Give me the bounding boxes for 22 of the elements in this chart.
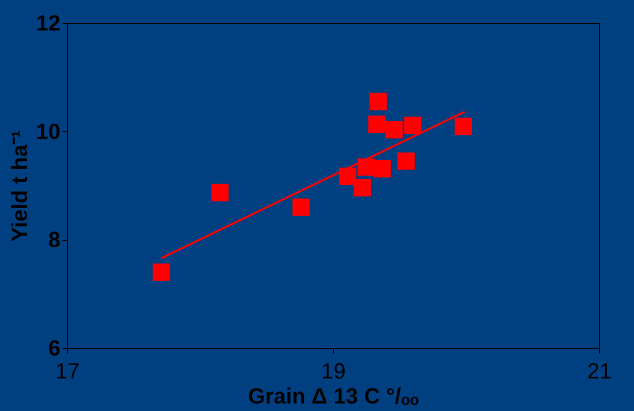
point	[358, 158, 375, 176]
point	[292, 198, 310, 216]
y-tick-label: 6	[48, 336, 60, 360]
point	[152, 264, 170, 281]
point	[368, 116, 386, 133]
x-tick-label: 19	[321, 358, 346, 384]
point	[454, 118, 472, 136]
y-tick-label: 10	[36, 118, 60, 144]
point	[338, 168, 356, 185]
point	[354, 179, 371, 196]
x-axis-title: Grain Δ 13 C °/ₒₒ	[248, 384, 420, 408]
point	[211, 184, 229, 202]
point	[386, 121, 403, 138]
point	[404, 116, 422, 134]
point	[370, 92, 387, 110]
y-tick-label: 8	[48, 227, 60, 252]
y-axis-title: Yield t ha⁻¹	[7, 130, 32, 242]
y-tick-label: 12	[36, 10, 60, 36]
x-tick-label: 21	[587, 358, 612, 384]
point	[374, 160, 391, 178]
x-tick-label: 17	[55, 358, 80, 384]
point	[397, 152, 415, 170]
